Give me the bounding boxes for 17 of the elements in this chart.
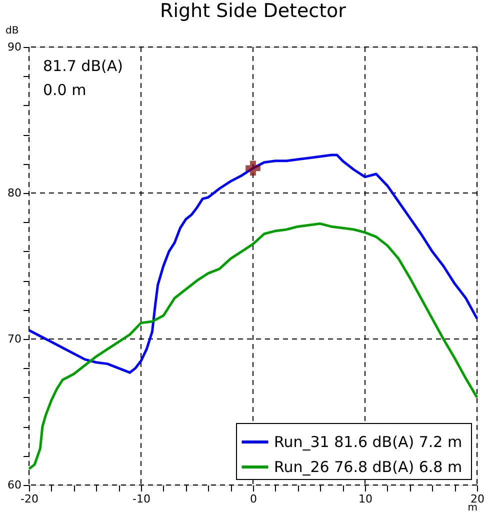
x-tick-label: 10	[358, 492, 372, 506]
x-tick-label: 0	[250, 492, 257, 506]
y-tick-label: 80	[8, 186, 22, 200]
line-series	[28, 154, 478, 374]
y-axis-title: dB	[6, 26, 19, 36]
legend-label: Run_26 76.8 dB(A) 6.8 m	[274, 458, 462, 476]
legend-label: Run_31 81.6 dB(A) 7.2 m	[274, 433, 462, 451]
annotation: 81.7 dB(A)	[43, 57, 123, 75]
y-tick-label: 90	[8, 40, 22, 54]
y-tick-label: 70	[8, 332, 22, 346]
x-tick-label: -10	[132, 492, 150, 506]
x-tick-label: 20	[470, 492, 484, 506]
x-tick-label: -20	[20, 492, 38, 506]
chart-title: Right Side Detector	[160, 0, 346, 22]
annotation: 0.0 m	[43, 81, 86, 99]
y-tick-label: 60	[8, 478, 22, 492]
x-axis-title: m	[468, 502, 478, 514]
